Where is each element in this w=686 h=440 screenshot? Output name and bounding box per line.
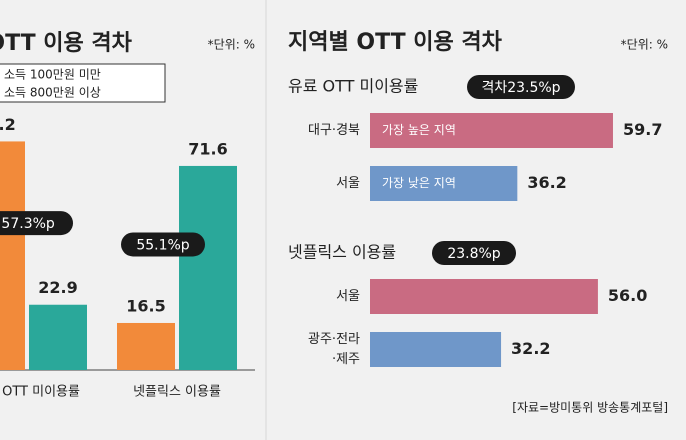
category-label: 유료 OTT 미이용률 [0,385,80,400]
bar [370,113,613,148]
gap-pill [467,75,575,99]
chart-title: 지역별 OTT 이용 격차 [288,30,503,55]
bar [0,141,25,370]
source: [자료=방미통위 방송통계포털] [512,401,668,415]
value-label: 80.2 [0,115,16,134]
group-label: 유료 OTT 미이용률 [288,77,418,96]
bar [179,165,237,370]
category-label: 서울 [336,289,360,304]
legend-label: 소득 800만원 이상 [4,86,101,100]
category-label: 광주·전라 [308,332,360,347]
unit: *단위: % [621,38,668,52]
gap-pill [121,232,205,257]
legend-label: 소득 100만원 미만 [4,68,101,82]
bar [29,304,87,370]
category-label: 넷플릭스 이용률 [133,385,221,400]
bar-inner-label: 가장 낮은 지역 [382,176,456,190]
value-label: 36.2 [527,173,566,192]
value-label: 59.7 [623,120,662,139]
value-label: 22.9 [38,278,77,297]
unit: *단위: % [208,38,255,52]
gap-label: 격차 57.3%p [0,216,55,232]
gap-pill [432,241,516,265]
chart-title: 소득별 OTT 이용 격차 [0,31,133,56]
gap-label: 23.8%p [447,246,500,262]
bar-inner-label: 가장 높은 지역 [382,123,456,137]
value-label: 16.5 [126,296,165,315]
value-label: 32.2 [511,339,550,358]
value-label: 71.6 [188,139,227,158]
group-label: 넷플릭스 이용률 [288,243,396,262]
category-label: 대구·경북 [308,123,360,138]
category-label: ·제주 [332,352,360,367]
bar [370,166,518,201]
legend-box [0,63,166,103]
bar [117,322,175,370]
bar [370,332,502,367]
gap-label: 55.1%p [136,237,189,253]
bar [370,279,598,314]
value-label: 56.0 [608,286,647,305]
gap-pill [0,211,73,236]
category-label: 서울 [336,176,360,191]
gap-label: 격차23.5%p [481,80,560,96]
